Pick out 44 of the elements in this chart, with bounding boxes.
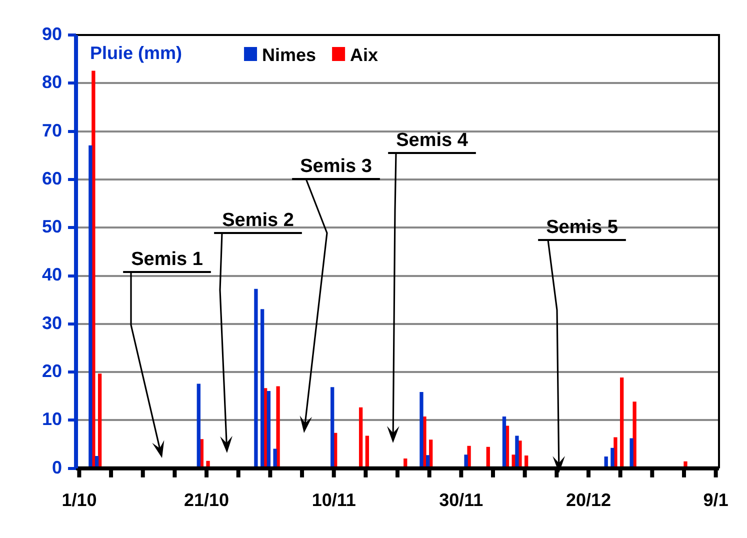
annotation: Semis 2 — [222, 210, 294, 231]
y-tick-label: 40 — [42, 264, 62, 285]
bar — [502, 416, 506, 468]
x-tick-label: 20/12 — [566, 490, 612, 510]
legend-label: Aix — [350, 45, 378, 65]
bar — [620, 378, 624, 468]
bar — [358, 407, 363, 468]
y-tick-label: 0 — [52, 457, 62, 478]
bar — [630, 438, 634, 468]
bar — [266, 391, 271, 468]
y-tick-label: 70 — [42, 120, 62, 140]
x-tick-label: 21/10 — [184, 490, 230, 510]
y-tick-label: 10 — [42, 409, 62, 430]
x-tick-label: 1/10 — [62, 490, 97, 510]
bar — [464, 454, 468, 468]
bar — [273, 448, 277, 468]
y-tick-label: 60 — [42, 168, 62, 188]
bar — [420, 392, 424, 468]
x-tick-label: 10/11 — [312, 490, 356, 510]
bar — [276, 386, 280, 468]
legend-label: Nimes — [262, 45, 316, 65]
bar — [98, 374, 102, 468]
bar — [260, 309, 264, 468]
y-tick-label: 50 — [42, 216, 62, 237]
annotation: Semis 5 — [546, 217, 618, 238]
y-tick-label: 30 — [42, 312, 62, 333]
bar — [632, 402, 636, 468]
annotation: Semis 4 — [396, 130, 468, 151]
annotation: Semis 3 — [300, 156, 372, 177]
y-tick-label: 20 — [42, 361, 62, 382]
bar — [515, 436, 519, 468]
bar — [610, 448, 614, 468]
bar — [486, 446, 490, 468]
bar — [365, 436, 370, 468]
x-tick-label: 30/11 — [439, 490, 484, 510]
bar — [254, 288, 258, 468]
bar — [88, 145, 92, 468]
annotation: Semis 1 — [131, 249, 204, 270]
bar — [196, 384, 200, 468]
x-tick-label: 9/1 — [703, 490, 728, 510]
bar — [330, 387, 334, 468]
y-axis-title: Pluie (mm) — [90, 43, 182, 63]
y-tick-label: 80 — [42, 72, 62, 92]
y-tick-label: 90 — [42, 24, 62, 44]
